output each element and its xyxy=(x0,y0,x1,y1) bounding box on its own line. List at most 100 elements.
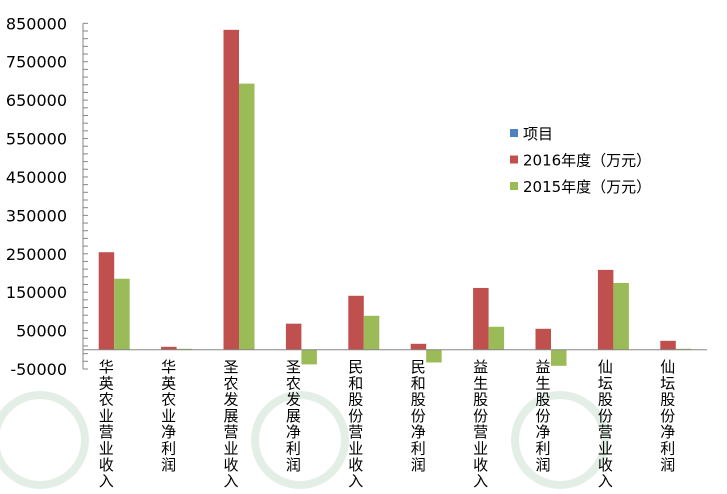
x-tick-label-char: 英 xyxy=(99,374,114,392)
bar-2016 xyxy=(473,287,489,350)
x-tick-label-char: 业 xyxy=(348,440,363,458)
bar-2015 xyxy=(488,326,505,350)
x-tick-label-char: 益 xyxy=(473,358,488,376)
x-tick-label-char: 生 xyxy=(473,374,488,392)
x-tick-label-char: 圣 xyxy=(223,358,238,376)
bar-2016 xyxy=(285,323,302,350)
x-tick-label-char: 农 xyxy=(99,391,114,409)
x-tick-label-char: 股 xyxy=(348,391,363,409)
x-tick-label-char: 润 xyxy=(535,456,550,474)
x-tick-label-char: 净 xyxy=(411,423,426,441)
x-tick-label-char: 华 xyxy=(161,358,176,376)
y-tick-label: 450000 xyxy=(6,168,67,187)
x-tick-label-char: 业 xyxy=(99,407,114,425)
x-tick-label-char: 营 xyxy=(598,423,613,441)
x-tick-label-char: 利 xyxy=(660,440,675,458)
x-tick-label-char: 益 xyxy=(535,358,550,376)
bar-2015 xyxy=(426,349,442,363)
x-tick-label-char: 净 xyxy=(161,423,176,441)
x-tick-label-char: 农 xyxy=(161,391,176,409)
x-tick-label-char: 仙 xyxy=(660,358,675,376)
x-tick-label-char: 润 xyxy=(660,456,675,474)
bar-2016 xyxy=(660,340,676,350)
x-tick-label-char: 入 xyxy=(473,472,488,490)
x-tick-label-char: 股 xyxy=(660,391,675,409)
y-tick-label: -50000 xyxy=(10,360,67,379)
y-tick-label: 150000 xyxy=(6,283,67,302)
x-tick-label-char: 民 xyxy=(411,358,426,376)
x-tick-label-char: 农 xyxy=(223,374,238,392)
x-tick-label-char: 净 xyxy=(660,423,675,441)
x-tick-label-char: 展 xyxy=(223,407,238,425)
x-tick-label-char: 收 xyxy=(348,456,363,474)
x-tick-label-char: 利 xyxy=(286,440,301,458)
x-tick-label-char: 营 xyxy=(223,423,238,441)
x-tick-label-char: 润 xyxy=(286,456,301,474)
x-tick-label-char: 营 xyxy=(99,423,114,441)
bar-2015 xyxy=(551,349,567,366)
watermark-circle xyxy=(511,391,609,489)
y-tick-label: 350000 xyxy=(6,206,67,225)
x-tick-label-char: 业 xyxy=(598,440,613,458)
x-tick-label-char: 业 xyxy=(161,407,176,425)
y-tick-label: 750000 xyxy=(6,53,67,72)
x-tick-label-char: 仙 xyxy=(598,358,613,376)
x-tick-label-char: 和 xyxy=(348,374,363,392)
x-tick-label-char: 圣 xyxy=(286,358,301,376)
bar-2015 xyxy=(301,349,317,365)
x-tick-label-char: 润 xyxy=(161,456,176,474)
x-tick-label-char: 坛 xyxy=(660,374,675,392)
x-tick-label-char: 股 xyxy=(473,391,488,409)
x-tick-label-char: 入 xyxy=(223,472,238,490)
x-tick-label-char: 股 xyxy=(411,391,426,409)
legend-label: 2016年度（万元） xyxy=(523,152,651,170)
bar-2016 xyxy=(98,252,115,350)
watermark-circle xyxy=(251,391,349,489)
x-tick-label-char: 份 xyxy=(473,407,488,425)
x-tick-label-char: 坛 xyxy=(598,374,613,392)
bar-2016 xyxy=(223,29,239,350)
legend-label: 项目 xyxy=(523,125,553,143)
x-tick-label-char: 业 xyxy=(473,440,488,458)
x-tick-label-char: 润 xyxy=(411,456,426,474)
bar-2016 xyxy=(348,295,364,350)
x-tick-label-char: 展 xyxy=(286,407,301,425)
x-tick-label-char: 股 xyxy=(535,391,550,409)
x-tick-label-char: 业 xyxy=(99,440,114,458)
bar-2016 xyxy=(410,343,427,350)
x-tick-label-char: 入 xyxy=(598,472,613,490)
x-tick-label-char: 华 xyxy=(99,358,114,376)
bar-2015 xyxy=(363,315,380,350)
x-tick-label-char: 发 xyxy=(286,391,301,409)
watermark-circle xyxy=(0,391,89,489)
x-tick-label-char: 利 xyxy=(411,440,426,458)
y-tick-label: 50000 xyxy=(16,322,67,341)
x-tick-label-char: 净 xyxy=(286,423,301,441)
x-tick-label-char: 份 xyxy=(598,407,613,425)
x-tick-label-char: 农 xyxy=(286,374,301,392)
legend-swatch xyxy=(510,155,518,164)
x-tick-label-char: 股 xyxy=(598,391,613,409)
x-tick-label-char: 份 xyxy=(348,407,363,425)
y-tick-label: 250000 xyxy=(6,245,67,264)
legend-swatch xyxy=(510,182,518,190)
bar-2015 xyxy=(114,278,130,350)
y-tick-label: 850000 xyxy=(6,14,67,33)
x-tick-label-char: 份 xyxy=(660,407,675,425)
x-tick-label-char: 民 xyxy=(348,358,363,376)
x-tick-label-char: 英 xyxy=(161,374,176,392)
y-tick-label: 650000 xyxy=(6,91,67,110)
x-tick-label-char: 发 xyxy=(223,391,238,409)
x-tick-label-char: 收 xyxy=(99,456,114,474)
x-tick-label-char: 利 xyxy=(161,440,176,458)
x-tick-label-char: 份 xyxy=(411,407,426,425)
x-tick-label-char: 营 xyxy=(473,423,488,441)
bar-2016 xyxy=(535,328,551,350)
x-tick-label-char: 和 xyxy=(411,374,426,392)
x-tick-label-char: 生 xyxy=(535,374,550,392)
legend-swatch xyxy=(510,129,518,137)
x-tick-label-char: 业 xyxy=(223,440,238,458)
x-tick-label-char: 入 xyxy=(348,472,363,490)
